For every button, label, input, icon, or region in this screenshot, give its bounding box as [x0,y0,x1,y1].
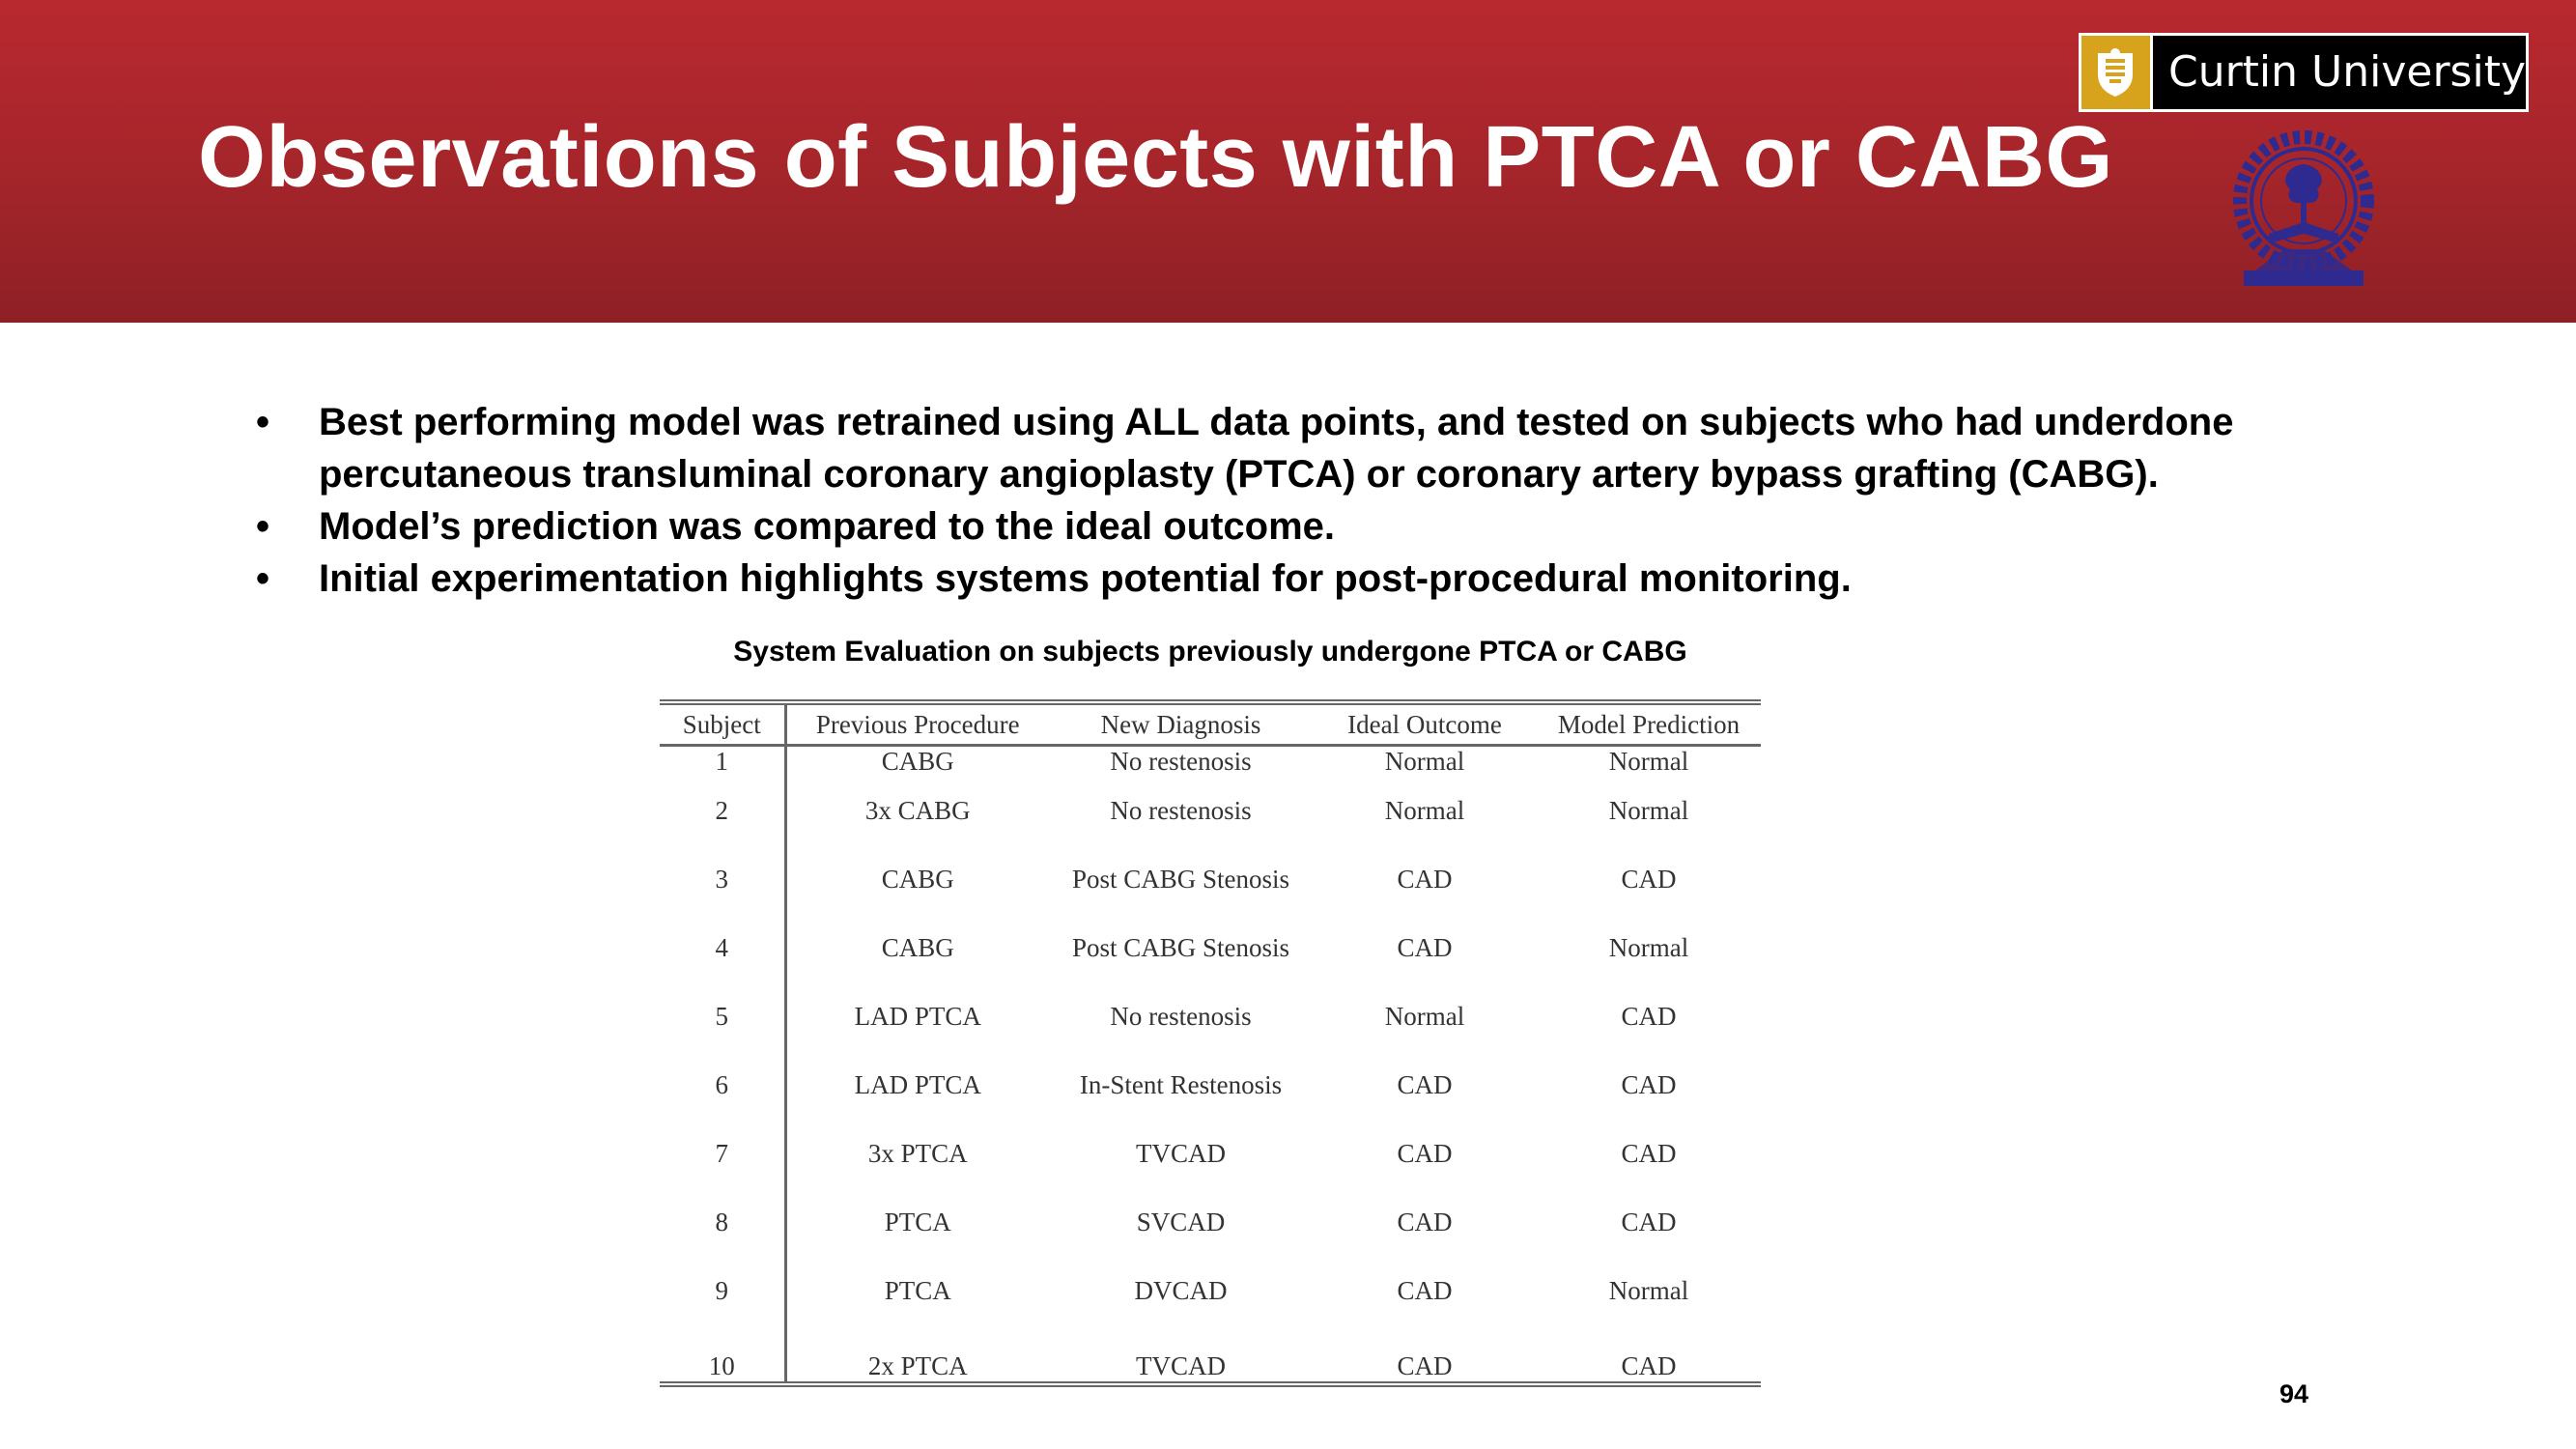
subject-cell: 1 [660,745,787,777]
evaluation-table-container: Subject Previous Procedure New Diagnosis… [660,699,1761,1387]
bullet-item: Initial experimentation highlights syste… [256,553,2477,605]
previous-procedure-cell: 3x PTCA [867,1139,968,1168]
subject-cell: 3 [660,845,787,914]
model-prediction-cell: CAD [1621,1139,1677,1168]
curtin-university-logo: Curtin University [2079,33,2529,112]
column-header: Subject [660,702,787,747]
subject-cell: 2 [660,777,787,845]
subject-cell: 9 [660,1257,787,1325]
subject-cell: 7 [660,1120,787,1188]
bullet-item: Best performing model was retrained usin… [256,396,2477,500]
ideal-outcome-cell: CAD [1397,933,1453,962]
ideal-outcome-cell: Normal [1384,747,1465,776]
previous-procedure-cell: LAD PTCA [854,1070,981,1099]
new-diagnosis-cell: DVCAD [1134,1276,1228,1305]
subject-cell: 4 [660,914,787,982]
column-header: Model Prediction [1537,702,1761,747]
table-header-row: Subject Previous Procedure New Diagnosis… [660,702,1761,747]
page-number: 94 [2279,1379,2309,1408]
model-prediction-cell: Normal [1608,933,1689,962]
ideal-outcome-cell: Normal [1384,796,1465,825]
new-diagnosis-cell: No restenosis [1110,1002,1252,1031]
new-diagnosis-cell: No restenosis [1110,796,1252,825]
previous-procedure-cell: 3x CABG [864,796,971,825]
bullet-list: Best performing model was retrained usin… [256,396,2477,605]
previous-procedure-cell: LAD PTCA [854,1002,981,1031]
model-prediction-cell: Normal [1608,796,1689,825]
curtin-university-name: Curtin University [2167,47,2526,97]
ideal-outcome-cell: CAD [1397,865,1453,894]
table-row: 7 3x PTCA TVCAD CAD CAD [660,1120,1761,1188]
model-prediction-cell: CAD [1621,1351,1677,1380]
ideal-outcome-cell: CAD [1397,1351,1453,1380]
slide-header: Observations of Subjects with PTCA or CA… [0,0,2576,323]
new-diagnosis-cell: In-Stent Restenosis [1079,1070,1283,1099]
model-prediction-cell: Normal [1608,1276,1689,1305]
subject-cell: 5 [660,982,787,1051]
new-diagnosis-cell: TVCAD [1136,1139,1226,1168]
new-diagnosis-cell: Post CABG Stenosis [1071,865,1290,894]
new-diagnosis-cell: SVCAD [1136,1208,1226,1236]
curtin-crest-icon [2081,36,2153,109]
table-caption: System Evaluation on subjects previously… [733,636,1687,668]
column-header: New Diagnosis [1049,702,1313,747]
ideal-outcome-cell: CAD [1397,1070,1453,1099]
previous-procedure-cell: PTCA [884,1208,951,1236]
new-diagnosis-cell: No restenosis [1110,747,1252,776]
table-row: 1 CABG No restenosis Normal Normal [660,745,1761,777]
column-header: Previous Procedure [785,702,1049,747]
previous-procedure-cell: CABG [881,865,954,894]
ideal-outcome-cell: CAD [1397,1276,1453,1305]
table-row: 9 PTCA DVCAD CAD Normal [660,1257,1761,1325]
model-prediction-cell: CAD [1621,1070,1677,1099]
previous-procedure-cell: 2x PTCA [867,1351,968,1380]
bullet-item: Model’s prediction was compared to the i… [256,500,2477,553]
column-header: Ideal Outcome [1313,702,1537,747]
table-row: 2 3x CABG No restenosis Normal Normal [660,777,1761,845]
slide-title: Observations of Subjects with PTCA or CA… [198,109,2113,206]
subject-cell: 6 [660,1051,787,1120]
table-row: 10 2x PTCA TVCAD CAD CAD [660,1325,1761,1384]
previous-procedure-cell: PTCA [884,1276,951,1305]
table-row: 4 CABG Post CABG Stenosis CAD Normal [660,914,1761,982]
ideal-outcome-cell: CAD [1397,1139,1453,1168]
table-row: 3 CABG Post CABG Stenosis CAD CAD [660,845,1761,914]
model-prediction-cell: CAD [1621,1002,1677,1031]
model-prediction-cell: CAD [1621,1208,1677,1236]
model-prediction-cell: CAD [1621,865,1677,894]
new-diagnosis-cell: TVCAD [1136,1351,1226,1380]
previous-procedure-cell: CABG [881,747,954,776]
iit-kharagpur-seal-icon [2233,130,2374,286]
subject-cell: 8 [660,1188,787,1257]
table-row: 6 LAD PTCA In-Stent Restenosis CAD CAD [660,1051,1761,1120]
previous-procedure-cell: CABG [881,933,954,962]
evaluation-table: Subject Previous Procedure New Diagnosis… [660,699,1761,1387]
table-row: 5 LAD PTCA No restenosis Normal CAD [660,982,1761,1051]
table-row: 8 PTCA SVCAD CAD CAD [660,1188,1761,1257]
new-diagnosis-cell: Post CABG Stenosis [1071,933,1290,962]
ideal-outcome-cell: Normal [1384,1002,1465,1031]
subject-cell: 10 [660,1325,787,1384]
model-prediction-cell: Normal [1608,747,1689,776]
ideal-outcome-cell: CAD [1397,1208,1453,1236]
